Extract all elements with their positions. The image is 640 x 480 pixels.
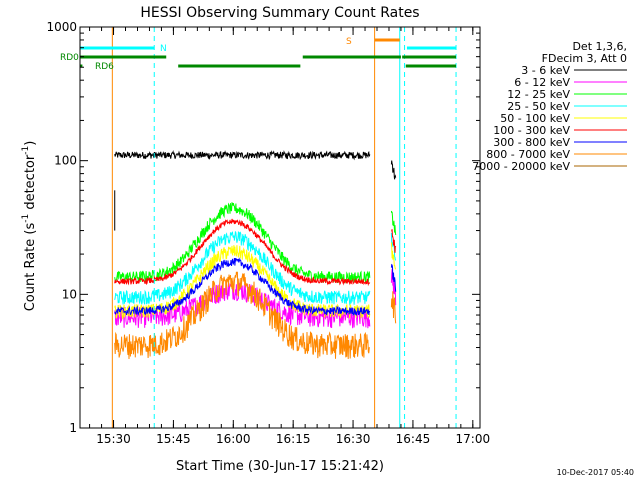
legend-label: 25 - 50 keV: [507, 100, 570, 113]
legend-label: 100 - 300 keV: [493, 124, 570, 137]
legend-label: 6 - 12 keV: [514, 76, 570, 89]
flag-label-n: N: [160, 44, 167, 54]
x-tick-label: 17:00: [456, 432, 491, 446]
y-axis-label: Count Rate (s-1 detector-1): [21, 141, 38, 312]
x-tick-label: 15:45: [156, 432, 191, 446]
plot-frame: [79, 26, 481, 429]
x-tick-label: 16:30: [336, 432, 371, 446]
flag-label-rd6: RD6: [95, 62, 114, 72]
series-line: [114, 149, 371, 161]
series-line: [114, 271, 370, 360]
x-axis-label: Start Time (30-Jun-17 15:21:42): [176, 459, 384, 474]
y-label-part3: ): [23, 141, 38, 146]
y-label-sup1: -1: [21, 214, 31, 223]
x-tick-label: 16:00: [216, 432, 251, 446]
chart-title: HESSI Observing Summary Count Rates: [140, 5, 419, 21]
series-line-post: [390, 291, 397, 324]
generated-timestamp: 10-Dec-2017 05:40: [557, 468, 634, 477]
series-line-post: [391, 229, 397, 253]
series-line: [114, 245, 371, 320]
y-label-sup2: -1: [21, 146, 31, 155]
series-line-post: [390, 210, 397, 236]
legend-label: 50 - 100 keV: [500, 112, 570, 125]
series-line: [114, 202, 371, 284]
series-line-post: [390, 160, 397, 180]
flag-label-s: S: [346, 37, 352, 47]
y-tick-label: 100: [54, 154, 77, 168]
legend-label: 3 - 6 keV: [521, 64, 570, 77]
y-label-part2: detector: [23, 154, 38, 214]
x-tick-label: 16:15: [276, 432, 311, 446]
series-line: [114, 257, 371, 317]
legend-label: 300 - 800 keV: [493, 136, 570, 149]
y-label-part1: Count Rate (s: [23, 223, 38, 312]
legend-header: FDecim 3, Att 0: [542, 52, 627, 65]
x-tick-label: 15:30: [96, 432, 131, 446]
y-tick-label: 1: [69, 421, 77, 435]
y-tick-label: 10: [62, 287, 77, 301]
series-line: [114, 218, 371, 287]
flag-label-rd0: RD0: [60, 53, 79, 63]
legend-header: Det 1,3,6,: [572, 40, 627, 53]
legend-label: 7000 - 20000 keV: [472, 160, 570, 173]
x-tick-label: 16:45: [396, 432, 431, 446]
series-line-post: [390, 242, 397, 270]
series-line: [114, 230, 371, 306]
series-line-post: [390, 263, 397, 292]
legend-label: 12 - 25 keV: [507, 88, 570, 101]
y-tick-label: 1000: [46, 20, 77, 34]
legend-label: 800 - 7000 keV: [486, 148, 570, 161]
